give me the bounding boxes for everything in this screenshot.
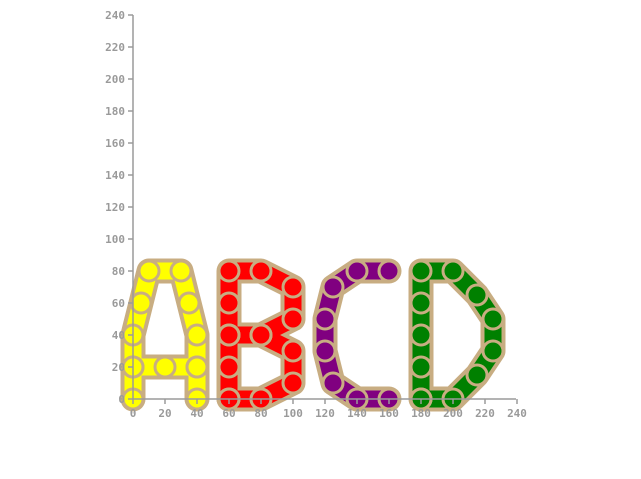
y-tick-label: 180 <box>105 105 125 118</box>
x-tick-label: 140 <box>347 407 367 420</box>
chart-marks <box>123 261 503 409</box>
x-tick-label: 220 <box>475 407 495 420</box>
series-0-point <box>179 293 199 313</box>
x-tick-label: 80 <box>254 407 267 420</box>
series-0-point <box>187 357 207 377</box>
x-tick-label: 20 <box>158 407 171 420</box>
y-tick-label: 0 <box>118 393 125 406</box>
series-0-point <box>187 325 207 345</box>
series-1-point <box>219 293 239 313</box>
series-1-point <box>251 325 271 345</box>
series-1-point <box>283 373 303 393</box>
series-3-point <box>411 261 431 281</box>
y-tick-label: 120 <box>105 201 125 214</box>
series-2-point <box>323 277 343 297</box>
series-3-point <box>411 293 431 313</box>
series-1-point <box>283 277 303 297</box>
series-1-point <box>219 261 239 281</box>
series-2-point <box>315 309 335 329</box>
series-1-point <box>251 261 271 281</box>
x-tick-label: 160 <box>379 407 399 420</box>
x-tick-label: 60 <box>222 407 235 420</box>
series-2 <box>315 261 399 409</box>
y-tick-label: 200 <box>105 73 125 86</box>
series-1-point <box>219 325 239 345</box>
series-2-point <box>315 341 335 361</box>
series-3-point <box>443 261 463 281</box>
series-3-point <box>483 341 503 361</box>
y-tick-label: 20 <box>112 361 125 374</box>
series-3 <box>411 261 503 409</box>
x-tick-label: 40 <box>190 407 203 420</box>
series-1-point <box>283 341 303 361</box>
x-tick-label: 200 <box>443 407 463 420</box>
series-0-point <box>155 357 175 377</box>
series-1-point <box>283 309 303 329</box>
x-tick-label: 0 <box>130 407 137 420</box>
y-tick-label: 220 <box>105 41 125 54</box>
series-3-point <box>411 325 431 345</box>
series-1 <box>219 261 303 409</box>
series-2-point <box>379 261 399 281</box>
series-0-point <box>139 261 159 281</box>
series-2-point <box>347 261 367 281</box>
y-tick-label: 80 <box>112 265 125 278</box>
y-tick-label: 100 <box>105 233 125 246</box>
series-0 <box>123 261 207 409</box>
series-3-point <box>467 285 487 305</box>
series-3-point <box>467 365 487 385</box>
x-tick-label: 100 <box>283 407 303 420</box>
series-0-point <box>131 293 151 313</box>
x-tick-label: 240 <box>507 407 527 420</box>
y-tick-label: 40 <box>112 329 125 342</box>
series-0-point <box>171 261 191 281</box>
series-2-point <box>323 373 343 393</box>
series-3-point <box>483 309 503 329</box>
series-1-point <box>219 357 239 377</box>
y-tick-label: 160 <box>105 137 125 150</box>
y-tick-label: 60 <box>112 297 125 310</box>
x-tick-label: 120 <box>315 407 335 420</box>
series-3-point <box>411 357 431 377</box>
y-tick-label: 240 <box>105 9 125 22</box>
y-tick-label: 140 <box>105 169 125 182</box>
x-tick-label: 180 <box>411 407 431 420</box>
